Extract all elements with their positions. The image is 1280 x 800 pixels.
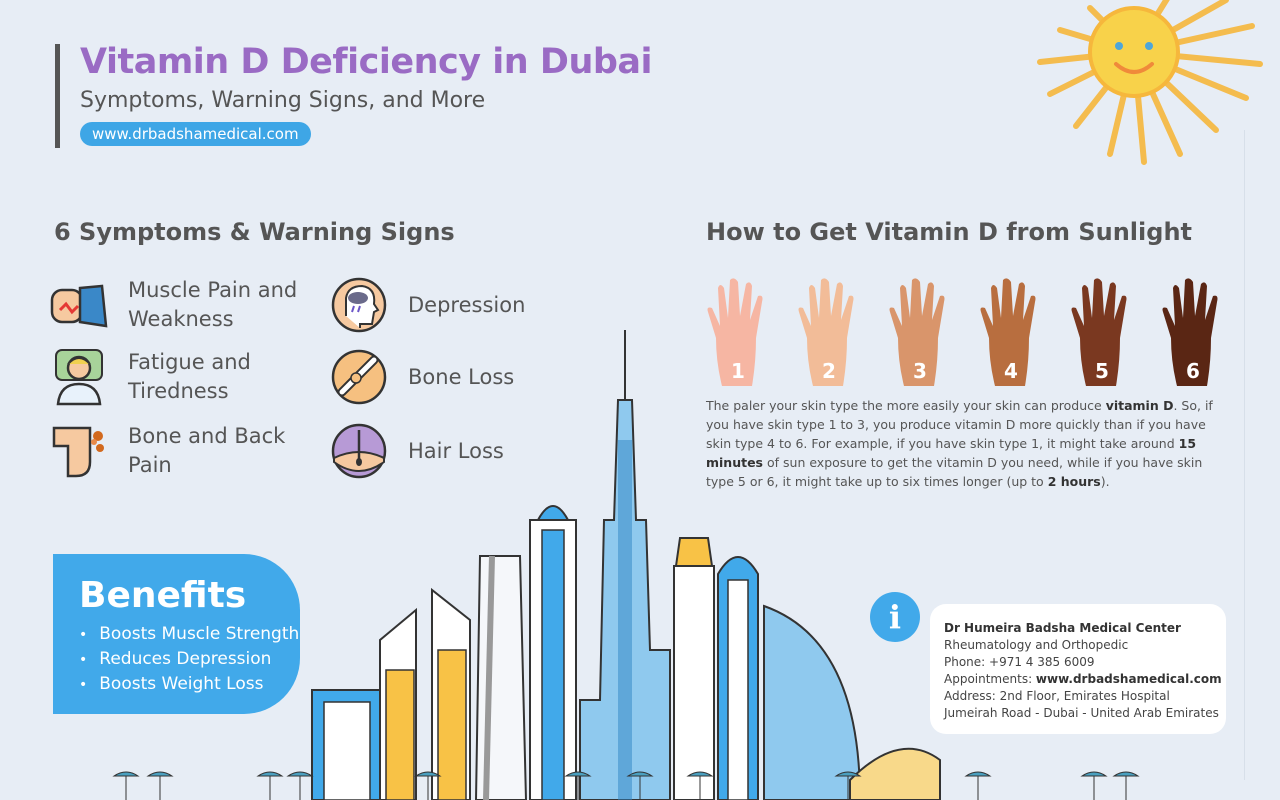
contact-card: Dr Humeira Badsha Medical Center Rheumat… [930,604,1226,734]
hair-loss-icon [331,423,387,479]
skin-type-hand-3: 3 [889,278,945,386]
sunlight-section-title: How to Get Vitamin D from Sunlight [706,218,1192,246]
skin-type-hand-4: 4 [980,278,1036,386]
clinic-specialty: Rheumatology and Orthopedic [944,638,1129,652]
skin-type-number: 5 [1095,359,1109,383]
sun-illustration [1037,0,1263,165]
symptom-item-muscle-pain: Muscle Pain and Weakness [50,276,298,334]
clinic-appointments: Appointments: www.drbadshamedical.com [944,672,1222,686]
symptom-label: Hair Loss [408,438,504,463]
skin-type-number: 2 [822,359,836,383]
benefit-item: Boosts Muscle Strength [79,622,300,647]
info-icon: i [870,592,920,642]
symptom-item-fatigue: Fatigue and Tiredness [50,348,298,406]
fatigue-icon [55,349,103,406]
symptoms-section-title: 6 Symptoms & Warning Signs [54,218,455,246]
symptom-label: Bone Loss [408,364,515,389]
header-accent-bar [55,44,60,148]
benefits-panel: Benefits Boosts Muscle Strength Reduces … [53,554,300,714]
symptom-label: Depression [408,292,526,317]
skin-type-hands: 1 2 3 4 5 6 [707,278,1218,386]
clinic-phone: Phone: +971 4 385 6009 [944,655,1095,669]
benefit-item: Reduces Depression [79,647,300,672]
clinic-address-line2: Jumeirah Road - Dubai - United Arab Emir… [944,706,1219,720]
skin-type-hand-1: 1 [707,278,763,386]
symptom-item-bone-back-pain: Bone and Back Pain [50,422,298,480]
hand-shape [980,278,1036,386]
hand-shape [798,278,854,386]
depression-icon [331,277,387,333]
hand-shape [707,278,763,386]
dubai-skyline-illustration [311,330,941,800]
decorative-divider [1244,130,1245,780]
symptom-item-depression: Depression [330,276,578,334]
hand-shape [1162,278,1218,386]
benefits-list: Boosts Muscle Strength Reduces Depressio… [79,622,300,697]
muscle-pain-icon [50,284,108,328]
website-link[interactable]: www.drbadshamedical.com [80,122,311,146]
page-subtitle: Symptoms, Warning Signs, and More [80,88,486,113]
skin-type-hand-2: 2 [798,278,854,386]
skin-type-number: 1 [731,359,745,383]
skin-type-number: 3 [913,359,927,383]
page-title: Vitamin D Deficiency in Dubai [80,42,653,82]
symptom-label: Bone and Back Pain [128,424,286,477]
hand-shape [1071,278,1127,386]
hand-shape [889,278,945,386]
clinic-name: Dr Humeira Badsha Medical Center [944,621,1181,635]
benefits-title: Benefits [79,575,247,616]
benefit-item: Boosts Weight Loss [79,672,300,697]
clinic-address-line1: Address: 2nd Floor, Emirates Hospital [944,689,1170,703]
skin-type-hand-6: 6 [1162,278,1218,386]
bone-pain-icon [52,426,104,478]
skin-type-hand-5: 5 [1071,278,1127,386]
skin-type-number: 6 [1186,359,1200,383]
symptom-item-hair-loss: Hair Loss [330,422,578,480]
sunlight-explanation: The paler your skin type the more easily… [706,398,1213,489]
appointments-link[interactable]: www.drbadshamedical.com [1035,672,1222,686]
palm-tree-row [112,771,1140,800]
symptom-item-bone-loss: Bone Loss [330,348,578,406]
bone-loss-icon [331,349,387,405]
skin-type-number: 4 [1004,359,1018,383]
symptom-label: Fatigue and Tiredness [128,350,251,403]
symptom-label: Muscle Pain and Weakness [128,278,298,331]
